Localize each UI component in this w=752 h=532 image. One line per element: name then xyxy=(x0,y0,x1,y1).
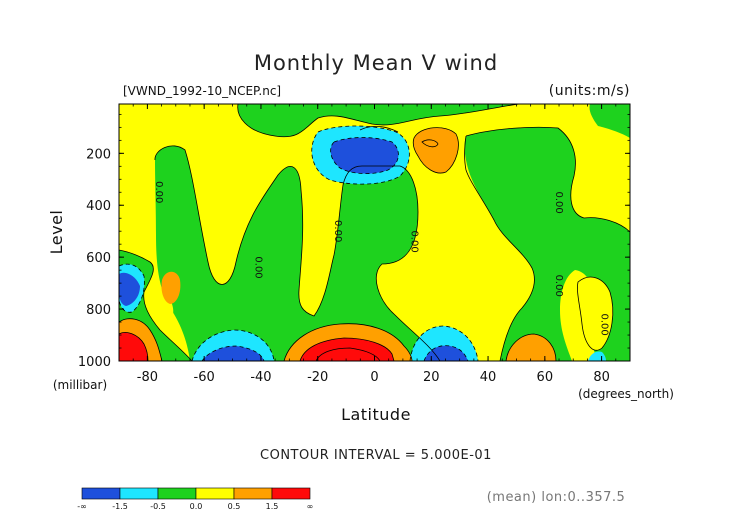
contour-line-orange-polar xyxy=(119,318,163,361)
green-region-sh-midlat xyxy=(154,145,440,361)
colorbar-swatch xyxy=(81,487,121,500)
y-axis-ticks: 200 400 600 800 1000 xyxy=(78,113,630,370)
zero-contour-label: 0.00 xyxy=(553,192,564,214)
colorbar-label: -1.5 xyxy=(112,502,128,511)
dataset-filename: [VWND_1992-10_NCEP.nc] xyxy=(123,84,281,98)
colorbar-label: 0.0 xyxy=(190,502,203,511)
colorbar-label: ∞ xyxy=(307,502,314,511)
y-axis-unit: (millibar) xyxy=(53,378,107,392)
longitude-mean-note: (mean) lon:0..357.5 xyxy=(487,490,626,505)
contour-line-orange-spot-upper xyxy=(412,127,459,174)
colorbar-label: -∞ xyxy=(77,502,87,511)
contour-line-green-nh-tropics xyxy=(465,126,630,233)
contour-line-green-sh-midlat xyxy=(154,145,441,361)
x-tick-label: 80 xyxy=(593,370,610,385)
green-region-nh-top xyxy=(237,104,520,137)
colorbar-swatch xyxy=(157,487,197,500)
y-tick-label: 200 xyxy=(86,147,111,162)
x-tick-label: 60 xyxy=(537,370,554,385)
colorbar-label: -0.5 xyxy=(150,502,166,511)
blue-region-lower-sh-midlat xyxy=(202,346,264,361)
dashed-contour-blue-upper xyxy=(330,137,399,174)
contour-interval-note: CONTOUR INTERVAL = 5.000E-01 xyxy=(260,448,492,463)
zero-contour-label: 0.00 xyxy=(408,230,419,252)
x-tick-label: 0 xyxy=(370,370,378,385)
colorbar: -∞ -1.5 -0.5 0.0 0.5 1.5 ∞ xyxy=(77,487,314,511)
units-label: (units:m/s) xyxy=(549,83,630,99)
colorbar-swatch xyxy=(271,487,311,500)
dashed-contour-cyan-lower-sh xyxy=(191,329,275,361)
contour-line-inner-orange-spot xyxy=(421,139,439,148)
red-region-polar-south xyxy=(119,332,148,361)
contour-line-orange-lower-tropics xyxy=(283,323,413,361)
orange-region-lower-nh-midlat xyxy=(506,334,556,361)
contour-line-red-lower-tropics xyxy=(299,337,395,361)
x-axis-ticks: -80 -60 -40 -20 0 20 40 60 80 xyxy=(118,104,631,385)
x-tick-label: -40 xyxy=(250,370,271,385)
colorbar-swatch xyxy=(233,487,273,500)
y-axis-title: Level xyxy=(47,210,66,255)
contour-labels: 0.00 0.00 0.00 0.00 0.00 0.00 0.00 xyxy=(153,181,610,336)
x-tick-label: 40 xyxy=(480,370,497,385)
contour-line-upper-top-tail xyxy=(359,126,399,133)
chart-title: Monthly Mean V wind xyxy=(254,51,498,75)
orange-spot-upper-nh xyxy=(413,127,459,174)
zero-contour-label: 0.00 xyxy=(553,275,564,297)
zero-contour-label: 0.00 xyxy=(252,256,263,278)
contour-line-orange-lower-nh xyxy=(505,333,557,361)
x-tick-label: 20 xyxy=(423,370,440,385)
green-region-nh-upper-right xyxy=(589,104,630,138)
blue-region-lower-nh-subtropics xyxy=(424,345,468,361)
x-tick-label: -80 xyxy=(137,370,158,385)
y-tick-label: 600 xyxy=(86,251,111,266)
y-tick-label: 800 xyxy=(86,303,111,318)
blue-region-upper-tropics xyxy=(330,137,399,174)
green-region-nh-tropics xyxy=(464,127,630,361)
colorbar-label: 1.5 xyxy=(266,502,279,511)
dashed-contour-blue-lower-nh xyxy=(423,345,469,361)
contour-line-yellow-island-nh xyxy=(577,276,614,351)
zero-contour-label: 0.00 xyxy=(599,314,610,336)
x-tick-label: -20 xyxy=(307,370,328,385)
orange-spot-sh-polar xyxy=(161,271,181,304)
contour-line-polar-south xyxy=(119,249,193,361)
colorbar-swatch xyxy=(195,487,235,500)
zero-contour-label: 0.00 xyxy=(153,181,164,203)
dashed-contour-cyan-lower-nh xyxy=(409,325,479,361)
x-axis-title: Latitude xyxy=(341,405,411,424)
dashed-contour-cyan-upper xyxy=(311,125,410,185)
contour-line-red-inner xyxy=(315,347,381,361)
contour-lines xyxy=(119,104,630,361)
contour-field: 0.00 0.00 0.00 0.00 0.00 0.00 0.00 xyxy=(119,104,630,361)
x-axis-unit: (degrees_north) xyxy=(578,387,674,401)
red-region-lower-tropics xyxy=(300,338,394,361)
zero-contour-label: 0.00 xyxy=(332,220,343,242)
contour-line-green-top xyxy=(237,104,521,138)
y-tick-label: 1000 xyxy=(78,355,111,370)
y-tick-label: 400 xyxy=(86,199,111,214)
colorbar-swatch xyxy=(119,487,159,500)
colorbar-label: 0.5 xyxy=(228,502,241,511)
blue-region-polar-south xyxy=(119,272,140,306)
yellow-island-nh-lower xyxy=(577,277,613,351)
x-tick-label: -60 xyxy=(194,370,215,385)
dashed-contour-blue-lower-sh xyxy=(201,345,265,361)
contour-line-green-nh-tropics-lower xyxy=(464,135,535,361)
